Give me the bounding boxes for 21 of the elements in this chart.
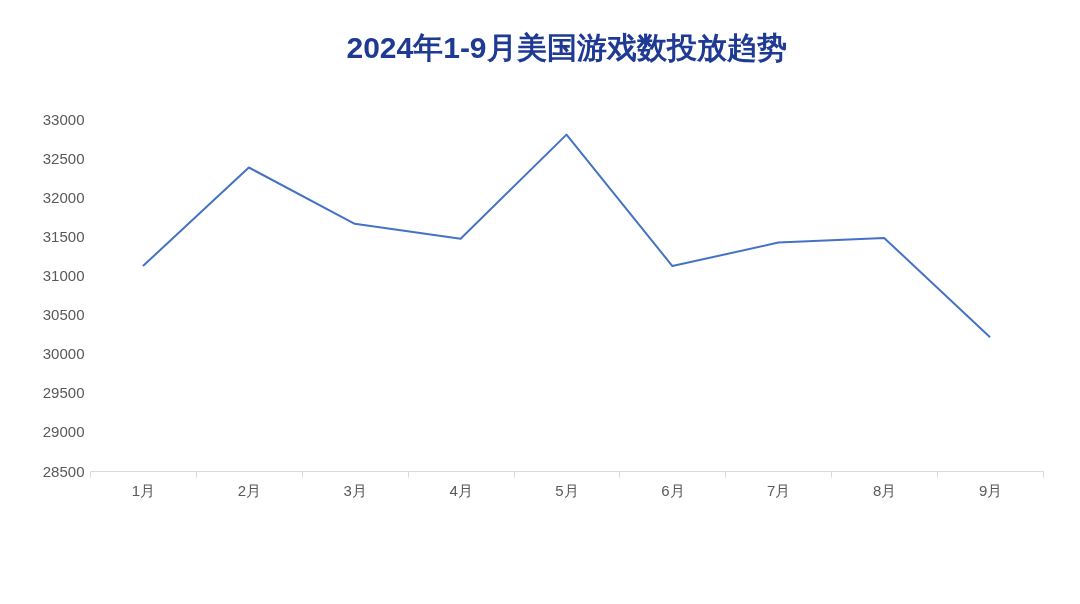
y-tick-label: 30500 bbox=[42, 306, 85, 324]
y-tick-label: 30000 bbox=[42, 345, 85, 363]
x-tick-label: 1月 bbox=[131, 481, 156, 499]
y-tick-label: 28500 bbox=[42, 462, 85, 480]
x-tick-label: 3月 bbox=[343, 481, 367, 499]
y-tick-label: 32000 bbox=[42, 188, 85, 206]
y-tick-label: 29500 bbox=[42, 384, 85, 402]
x-tick-label: 9月 bbox=[978, 481, 1003, 499]
x-tick-label: 4月 bbox=[449, 481, 473, 499]
y-tick-label: 31500 bbox=[42, 227, 85, 245]
x-tick-label: 2月 bbox=[237, 481, 262, 499]
x-tick-label: 6月 bbox=[661, 481, 685, 499]
x-tick-label: 8月 bbox=[872, 481, 897, 499]
y-tick-label: 33000 bbox=[42, 110, 85, 128]
y-tick-label: 29000 bbox=[42, 423, 85, 441]
y-tick-label: 31000 bbox=[42, 266, 85, 284]
y-tick-label: 32500 bbox=[42, 149, 85, 167]
line-series bbox=[141, 133, 992, 339]
chart-title: 2024年1-9月美国游戏数投放趋势 bbox=[346, 31, 787, 64]
x-tick-label: 7月 bbox=[767, 481, 791, 499]
x-tick-label: 5月 bbox=[555, 481, 579, 499]
